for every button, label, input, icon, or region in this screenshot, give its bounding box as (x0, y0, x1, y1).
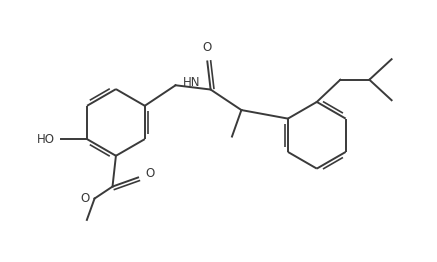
Text: O: O (203, 41, 212, 54)
Text: O: O (145, 167, 154, 180)
Text: HN: HN (183, 76, 201, 89)
Text: O: O (80, 193, 90, 205)
Text: HO: HO (37, 133, 55, 146)
